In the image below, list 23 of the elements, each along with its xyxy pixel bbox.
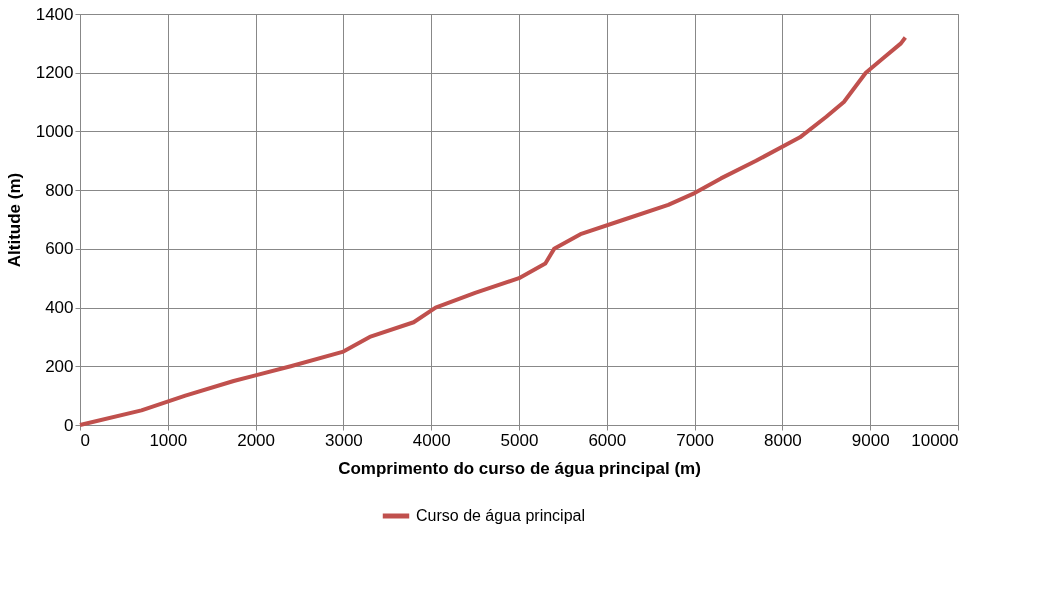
y-axis-title: Altitude (m): [4, 172, 24, 268]
y-tick-label: 600: [45, 239, 74, 259]
x-tick-label: 6000: [588, 430, 627, 450]
x-tick-label: 8000: [763, 430, 802, 450]
x-axis-title: Comprimento do curso de água principal (m): [338, 458, 701, 478]
y-tick-label: 800: [45, 180, 74, 200]
y-tick-label: 1400: [35, 4, 74, 24]
x-tick-label: 1000: [149, 430, 188, 450]
x-tick-label: 9000: [851, 430, 890, 450]
x-tick-label: 7000: [676, 430, 715, 450]
x-tick-label: 0: [80, 430, 90, 450]
y-tick-label: 0: [64, 415, 74, 435]
x-tick-label: 2000: [237, 430, 276, 450]
legend-label: Curso de água principal: [416, 507, 585, 524]
y-tick-label: 1000: [35, 121, 74, 141]
y-tick-label: 400: [45, 298, 74, 318]
y-tick-label: 200: [45, 356, 74, 376]
x-tick-label: 4000: [412, 430, 451, 450]
y-tick-label: 1200: [35, 63, 74, 83]
x-tick-label: 10000: [911, 430, 959, 450]
line-series: [78, 35, 908, 427]
x-tick-label: 3000: [324, 430, 363, 450]
x-tick-label: 5000: [500, 430, 539, 450]
